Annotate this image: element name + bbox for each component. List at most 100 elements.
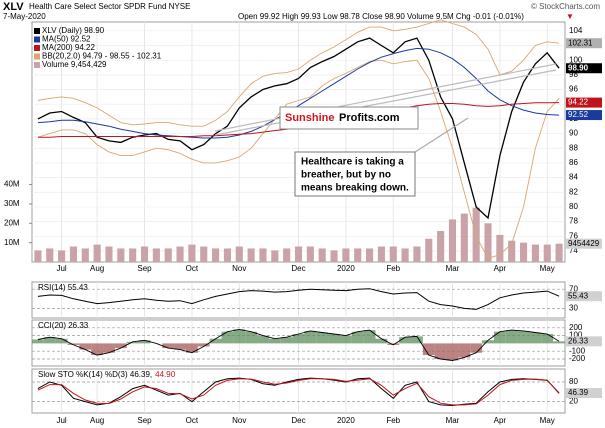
volume-bar	[247, 248, 255, 262]
x-tick-label: Sep	[137, 264, 152, 273]
y-tick-label: 40M	[4, 180, 20, 189]
x-tick-label: Oct	[186, 264, 199, 273]
volume-bar	[437, 231, 445, 262]
panel-title: CCI(20) 26.33	[38, 321, 89, 330]
cci-fill	[434, 343, 447, 359]
volume-bar	[425, 238, 433, 262]
legend-label: XLV (Daily) 98.90	[42, 26, 105, 35]
x-tick-label: Sep	[137, 416, 152, 425]
y-tick-label: 90	[569, 129, 578, 138]
value-tag	[566, 63, 602, 74]
note-box	[294, 151, 416, 197]
legend-label: MA(50) 92.52	[42, 35, 91, 44]
cci-fill	[446, 343, 459, 361]
volume-bar	[460, 213, 468, 262]
trend-line	[214, 63, 557, 132]
source: © StockCharts.com	[531, 2, 600, 11]
volume-bar	[117, 248, 125, 262]
fund-name: Health Care Select Sector SPDR Fund NYSE	[29, 2, 190, 11]
cci-fill	[351, 331, 364, 344]
pointer-line	[411, 117, 469, 155]
value-tag-label: 92.52	[568, 110, 589, 119]
volume-bar	[508, 240, 516, 262]
x-tick-label: Aug	[90, 264, 104, 273]
volume-bar	[448, 219, 457, 262]
x-tick-label: Dec	[291, 264, 305, 273]
cci-fill	[328, 334, 340, 344]
y-tick-label: -200	[569, 354, 586, 363]
value-tag-label: 102.31	[568, 38, 593, 47]
volume-bar	[69, 246, 78, 262]
volume-bar	[354, 248, 362, 262]
y-tick-label: 88	[569, 143, 578, 152]
value-tag-label: 55.43	[568, 291, 589, 300]
volume-bar	[555, 243, 563, 262]
cci-fill	[517, 330, 530, 344]
cci-fill	[209, 338, 222, 344]
volume-bar	[259, 248, 267, 262]
volume-bar	[271, 250, 279, 262]
volume-bar	[212, 248, 220, 262]
volume-bar	[401, 248, 409, 262]
logo-sunshine: Sunshine	[285, 112, 335, 124]
value-tag	[566, 238, 602, 249]
volume-bar	[413, 246, 421, 262]
volume-bar	[283, 248, 291, 262]
volume-bar	[294, 246, 303, 262]
x-tick-label: Feb	[386, 264, 400, 273]
volume-bar	[93, 244, 101, 262]
value-tag	[566, 110, 602, 121]
cci-fill	[422, 343, 435, 356]
cci-fill	[268, 338, 281, 344]
x-tick-label: 2020	[337, 416, 355, 425]
cci-fill	[280, 337, 293, 344]
series-line	[37, 288, 560, 310]
legend-swatch	[34, 36, 40, 43]
logo-profits: Profits.com	[339, 112, 400, 124]
value-tag	[566, 336, 602, 347]
volume-bar	[484, 223, 492, 262]
volume-bar	[235, 246, 243, 262]
logo-box	[279, 106, 419, 130]
cci-fill	[91, 343, 104, 356]
y-tick-label: 80	[569, 377, 578, 386]
cci-fill	[458, 343, 471, 358]
symbol: XLV	[3, 1, 24, 13]
legend-swatch	[34, 45, 40, 51]
cci-fill	[103, 343, 115, 353]
panel-title: RSI(14) 55.43	[38, 283, 88, 292]
value-tag-label: 9454429	[568, 239, 600, 248]
cci-fill	[482, 340, 494, 344]
volume-bar	[306, 246, 314, 262]
volume-bar	[531, 244, 539, 262]
cci-fill	[32, 339, 44, 344]
value-tag-label: 98.90	[568, 63, 589, 72]
volume-bar	[519, 242, 528, 262]
volume-bar	[377, 246, 385, 262]
y-tick-label: 86	[569, 158, 578, 167]
cci-fill	[375, 338, 388, 344]
x-tick-label: Feb	[386, 416, 400, 425]
series-line	[37, 328, 560, 361]
x-tick-label: Aug	[90, 416, 104, 425]
volume-bar	[318, 248, 326, 262]
y-tick-label: 100	[569, 331, 583, 340]
volume-bar	[81, 248, 89, 262]
legend-label: Volume 9,454,429	[42, 60, 107, 69]
y-tick-label: 70	[569, 284, 578, 293]
cci-fill	[174, 343, 186, 350]
y-tick-label: 100	[569, 55, 583, 64]
volume-bar	[105, 246, 113, 262]
cci-fill	[493, 331, 506, 344]
cci-fill	[316, 332, 329, 344]
volume-bar	[200, 246, 208, 262]
x-tick-label: Mar	[446, 264, 460, 273]
quote: Open 99.92 High 99.93 Low 98.78 Close 98…	[238, 12, 524, 21]
trend-line	[214, 69, 557, 136]
y-tick-label: 10M	[4, 238, 20, 247]
series-line	[37, 378, 560, 406]
cci-fill	[411, 336, 423, 344]
series-line	[37, 377, 560, 407]
y-tick-label: 98	[569, 70, 578, 79]
